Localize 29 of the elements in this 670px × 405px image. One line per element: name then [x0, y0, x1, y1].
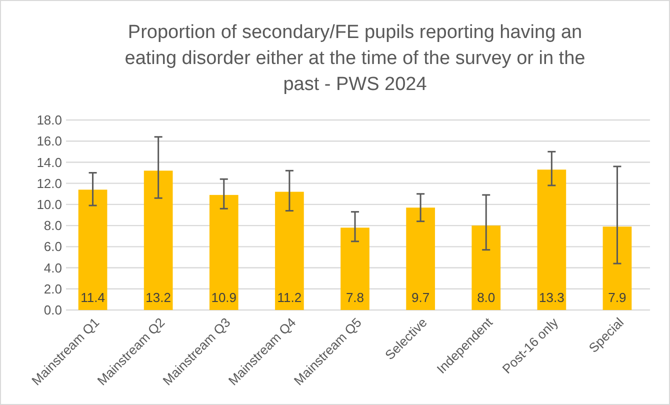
- bar: [406, 208, 435, 310]
- bar: [472, 226, 501, 310]
- data-label: 13.3: [539, 290, 564, 305]
- bar: [78, 190, 108, 310]
- bar: [275, 192, 304, 310]
- bar: [340, 228, 370, 310]
- data-label: 11.4: [80, 290, 105, 305]
- y-tick-label: 18.0: [36, 112, 62, 128]
- y-tick-label: 8.0: [44, 218, 62, 234]
- data-label: 11.2: [277, 290, 302, 305]
- data-label: 8.0: [477, 290, 496, 305]
- y-tick-label: 12.0: [36, 176, 62, 191]
- y-tick-label: 16.0: [36, 134, 62, 149]
- bar: [537, 170, 566, 310]
- data-label: 7.8: [346, 290, 364, 305]
- bar: [602, 226, 632, 310]
- y-tick-label: 6.0: [44, 239, 62, 254]
- data-label: 10.9: [211, 290, 237, 305]
- y-tick-label: 4.0: [44, 260, 62, 276]
- y-tick-label: 2.0: [44, 281, 62, 296]
- bar: [144, 170, 173, 310]
- data-label: 7.9: [608, 290, 626, 305]
- data-label: 9.7: [412, 290, 430, 305]
- data-label: 13.2: [146, 290, 171, 305]
- bar: [209, 194, 238, 310]
- y-tick-label: 14.0: [36, 154, 62, 170]
- chart-title: Proportion of secondary/FE pupils reporting having an eating disorder either at the time of the survey or in the past - PWS 2024: [124, 22, 586, 95]
- y-tick-label: 10.0: [36, 196, 62, 212]
- y-tick-label: 0.0: [44, 302, 62, 318]
